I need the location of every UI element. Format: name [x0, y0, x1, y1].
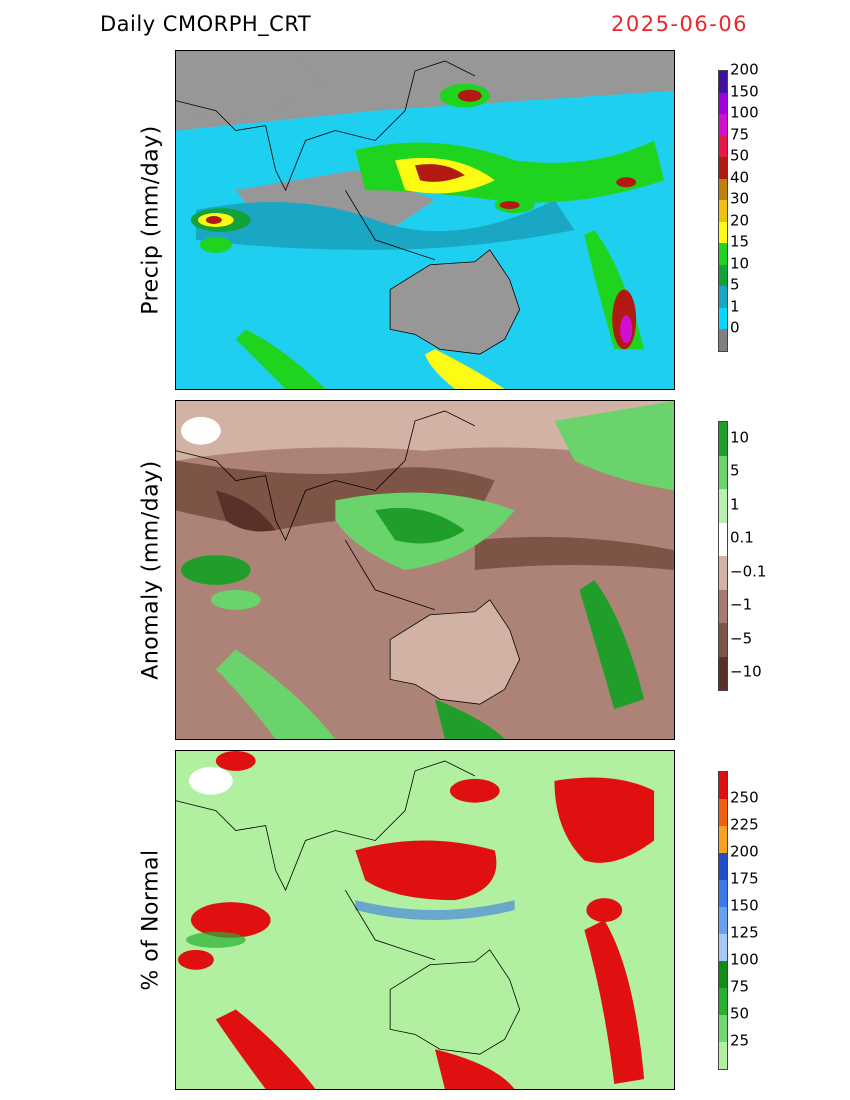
colorbar-tick-label: 250 — [730, 788, 759, 807]
colorbar-swatch — [719, 286, 727, 308]
colorbar-swatch — [719, 907, 727, 934]
colorbar-swatch — [719, 221, 727, 243]
colorbar-tick-label: 75 — [730, 977, 750, 996]
colorbar-swatch — [719, 329, 727, 351]
colorbar-tick-label: 20 — [730, 211, 750, 229]
colorbar-swatch — [719, 114, 727, 136]
colorbar-swatch — [719, 200, 727, 222]
percent-map-panel — [175, 750, 675, 1090]
colorbar-tick-label: −1 — [730, 595, 753, 614]
colorbar-tick-label: 50 — [730, 1004, 750, 1023]
colorbar-swatch — [719, 589, 727, 623]
anomaly-map — [176, 401, 674, 739]
colorbar-swatch — [719, 961, 727, 988]
colorbar-tick-label: −5 — [730, 629, 753, 648]
colorbar-swatch — [719, 307, 727, 329]
colorbar-swatch — [719, 934, 727, 961]
colorbar-tick-label: 225 — [730, 815, 759, 834]
colorbar-swatch — [719, 853, 727, 880]
colorbar-tick-label: 150 — [730, 82, 759, 100]
colorbar-tick-label: 5 — [730, 275, 740, 294]
colorbar-swatch — [719, 522, 727, 556]
colorbar-tick-label: −10 — [730, 662, 762, 681]
anomaly-colorbar — [718, 421, 728, 691]
colorbar-swatch — [719, 135, 727, 157]
date-label: 2025-06-06 — [611, 12, 749, 36]
colorbar-swatch — [719, 826, 727, 853]
colorbar-tick-label: 10 — [730, 254, 750, 272]
colorbar-tick-label: 50 — [730, 146, 750, 165]
colorbar-swatch — [719, 656, 727, 690]
colorbar-tick-label: 5 — [730, 461, 740, 480]
anomaly-axis-label: Anomaly (mm/day) — [138, 460, 164, 680]
precip-map — [176, 51, 674, 389]
colorbar-tick-label: 200 — [730, 60, 759, 79]
percent-colorbar — [718, 771, 728, 1070]
colorbar-tick-label: 40 — [730, 168, 750, 186]
colorbar-tick-label: 100 — [730, 103, 759, 122]
colorbar-tick-label: 75 — [730, 125, 750, 143]
percent-map — [176, 751, 674, 1089]
colorbar-swatch — [719, 92, 727, 114]
colorbar-swatch — [719, 988, 727, 1015]
colorbar-tick-label: 30 — [730, 189, 750, 208]
precip-map-panel — [175, 50, 675, 390]
chart-title: Daily CMORPH_CRT — [100, 12, 312, 36]
colorbar-tick-label: 1 — [730, 297, 740, 315]
colorbar-swatch — [719, 455, 727, 489]
colorbar-tick-label: 175 — [730, 869, 759, 888]
colorbar-swatch — [719, 880, 727, 907]
colorbar-tick-label: 25 — [730, 1031, 750, 1050]
colorbar-swatch — [719, 556, 727, 590]
colorbar-swatch — [719, 1015, 727, 1042]
colorbar-swatch — [719, 799, 727, 826]
colorbar-swatch — [719, 623, 727, 657]
colorbar-tick-label: −0.1 — [730, 562, 767, 581]
colorbar-swatch — [719, 264, 727, 286]
colorbar-swatch — [719, 772, 727, 799]
colorbar-tick-label: 100 — [730, 950, 759, 969]
colorbar-tick-label: 200 — [730, 842, 759, 861]
colorbar-swatch — [719, 1042, 727, 1069]
colorbar-tick-label: 125 — [730, 923, 759, 942]
colorbar-swatch — [719, 71, 727, 93]
colorbar-tick-label: 0.1 — [730, 528, 754, 547]
precip-colorbar — [718, 70, 728, 352]
colorbar-swatch — [719, 243, 727, 265]
precip-axis-label: Precip (mm/day) — [138, 125, 164, 315]
colorbar-swatch — [719, 489, 727, 523]
colorbar-swatch — [719, 422, 727, 456]
colorbar-tick-label: 0 — [730, 318, 740, 337]
colorbar-swatch — [719, 157, 727, 179]
colorbar-tick-label: 15 — [730, 232, 750, 251]
anomaly-map-panel — [175, 400, 675, 740]
colorbar-tick-label: 1 — [730, 495, 740, 514]
colorbar-swatch — [719, 178, 727, 200]
percent-axis-label: % of Normal — [138, 849, 164, 991]
colorbar-tick-label: 150 — [730, 896, 759, 915]
colorbar-tick-label: 10 — [730, 428, 750, 447]
